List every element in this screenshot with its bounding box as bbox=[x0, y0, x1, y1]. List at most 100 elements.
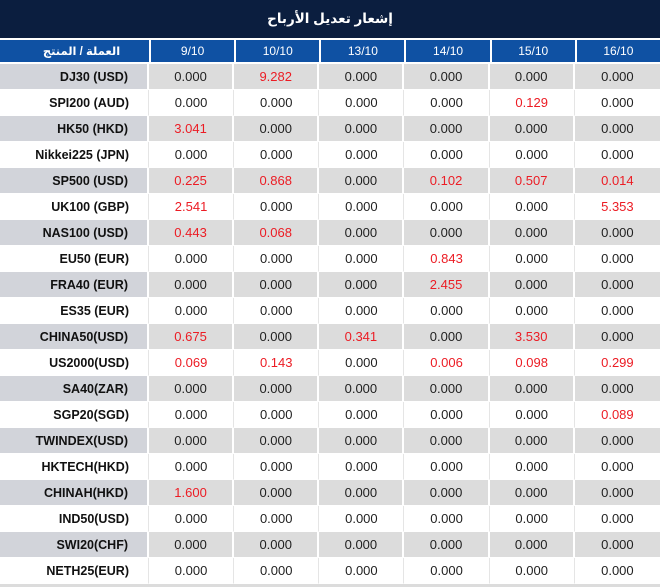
table-row: SWI20(CHF) 0.000 0.000 0.000 0.000 0.000 0.000 bbox=[0, 532, 660, 558]
table-header-row: العملة / المنتج 9/10 10/10 13/10 14/10 15/10… bbox=[0, 40, 660, 64]
adjustment-value: 0.868 bbox=[234, 168, 320, 194]
adjustment-value: 0.000 bbox=[149, 272, 235, 298]
adjustment-value: 0.000 bbox=[404, 90, 490, 116]
adjustment-value: 0.341 bbox=[319, 324, 405, 350]
adjustment-value: 0.089 bbox=[574, 402, 660, 428]
adjustment-value: 0.000 bbox=[149, 376, 235, 402]
adjustment-value: 0.000 bbox=[319, 272, 405, 298]
adjustment-value: 1.600 bbox=[149, 480, 235, 506]
adjustment-value: 0.000 bbox=[149, 246, 235, 272]
adjustment-value: 0.143 bbox=[234, 350, 320, 376]
adjustment-value: 0.000 bbox=[234, 532, 320, 558]
adjustment-value: 0.000 bbox=[489, 532, 575, 558]
table-row: US2000(USD) 0.069 0.143 0.000 0.006 0.098 0.29… bbox=[0, 350, 660, 376]
adjustment-value: 0.000 bbox=[574, 64, 660, 90]
adjustment-value: 2.541 bbox=[149, 194, 235, 220]
instrument-label: FRA40 (EUR) bbox=[0, 272, 149, 298]
column-header-date: 15/10 bbox=[489, 40, 575, 64]
adjustment-value: 0.000 bbox=[574, 142, 660, 168]
column-header-date: 10/10 bbox=[234, 40, 320, 64]
adjustment-value: 0.000 bbox=[489, 116, 575, 142]
instrument-label: CHINA50(USD) bbox=[0, 324, 149, 350]
adjustment-value: 0.000 bbox=[404, 220, 490, 246]
adjustment-value: 5.353 bbox=[574, 194, 660, 220]
adjustment-value: 0.000 bbox=[489, 194, 575, 220]
adjustment-value: 0.000 bbox=[234, 194, 320, 220]
column-header-date: 13/10 bbox=[319, 40, 405, 64]
adjustment-value: 0.000 bbox=[234, 90, 320, 116]
adjustment-value: 0.000 bbox=[319, 350, 405, 376]
adjustment-value: 0.000 bbox=[149, 90, 235, 116]
adjustment-value: 2.455 bbox=[404, 272, 490, 298]
table-row: TWINDEX(USD) 0.000 0.000 0.000 0.000 0.000 0.0… bbox=[0, 428, 660, 454]
adjustment-value: 0.000 bbox=[319, 64, 405, 90]
instrument-label: CHINAH(HKD) bbox=[0, 480, 149, 506]
adjustment-value: 0.000 bbox=[234, 558, 320, 584]
adjustment-value: 0.507 bbox=[489, 168, 575, 194]
adjustment-value: 0.000 bbox=[319, 116, 405, 142]
adjustment-value: 0.000 bbox=[234, 298, 320, 324]
adjustment-value: 0.000 bbox=[319, 532, 405, 558]
adjustment-value: 0.000 bbox=[489, 454, 575, 480]
adjustment-value: 0.000 bbox=[574, 298, 660, 324]
adjustment-value: 0.000 bbox=[234, 324, 320, 350]
instrument-label: HKTECH(HKD) bbox=[0, 454, 149, 480]
adjustment-value: 0.843 bbox=[404, 246, 490, 272]
table-row: SP500 (USD) 0.225 0.868 0.000 0.102 0.507 0.01… bbox=[0, 168, 660, 194]
adjustment-value: 0.000 bbox=[149, 558, 235, 584]
adjustment-value: 0.000 bbox=[319, 220, 405, 246]
table-row: UK100 (GBP) 2.541 0.000 0.000 0.000 0.000 5.35… bbox=[0, 194, 660, 220]
instrument-label: SPI200 (AUD) bbox=[0, 90, 149, 116]
table-row: SGP20(SGD) 0.000 0.000 0.000 0.000 0.000 0.089 bbox=[0, 402, 660, 428]
adjustment-value: 0.000 bbox=[574, 480, 660, 506]
adjustment-value: 0.006 bbox=[404, 350, 490, 376]
adjustment-value: 0.000 bbox=[574, 506, 660, 532]
adjustment-value: 0.000 bbox=[489, 480, 575, 506]
adjustment-value: 0.000 bbox=[319, 376, 405, 402]
adjustment-value: 0.000 bbox=[574, 90, 660, 116]
instrument-label: DJ30 (USD) bbox=[0, 64, 149, 90]
instrument-label: IND50(USD) bbox=[0, 506, 149, 532]
adjustment-value: 3.041 bbox=[149, 116, 235, 142]
table-row: SPI200 (AUD) 0.000 0.000 0.000 0.000 0.129 0.0… bbox=[0, 90, 660, 116]
adjustment-value: 0.000 bbox=[404, 402, 490, 428]
adjustment-value: 0.014 bbox=[574, 168, 660, 194]
adjustment-value: 0.000 bbox=[319, 90, 405, 116]
adjustment-value: 0.000 bbox=[149, 402, 235, 428]
adjustment-value: 0.000 bbox=[234, 142, 320, 168]
adjustment-value: 0.000 bbox=[574, 272, 660, 298]
table-row: FRA40 (EUR) 0.000 0.000 0.000 2.455 0.000 0.00… bbox=[0, 272, 660, 298]
adjustment-value: 0.225 bbox=[149, 168, 235, 194]
instrument-label: Nikkei225 (JPN) bbox=[0, 142, 149, 168]
column-header-product: العملة / المنتج bbox=[0, 40, 149, 64]
table-row: SA40(ZAR) 0.000 0.000 0.000 0.000 0.000 0.000 bbox=[0, 376, 660, 402]
adjustment-value: 0.000 bbox=[489, 376, 575, 402]
adjustment-value: 0.000 bbox=[404, 428, 490, 454]
column-header-date: 14/10 bbox=[404, 40, 490, 64]
adjustment-value: 0.000 bbox=[149, 506, 235, 532]
instrument-label: NAS100 (USD) bbox=[0, 220, 149, 246]
adjustment-value: 0.000 bbox=[574, 376, 660, 402]
adjustment-value: 0.000 bbox=[234, 506, 320, 532]
adjustment-value: 0.000 bbox=[489, 428, 575, 454]
adjustment-value: 0.069 bbox=[149, 350, 235, 376]
adjustment-value: 0.299 bbox=[574, 350, 660, 376]
adjustment-value: 0.000 bbox=[404, 298, 490, 324]
instrument-label: UK100 (GBP) bbox=[0, 194, 149, 220]
table-body: DJ30 (USD) 0.000 9.282 0.000 0.000 0.000 0.000… bbox=[0, 64, 660, 584]
adjustment-value: 0.000 bbox=[234, 246, 320, 272]
adjustment-value: 0.000 bbox=[489, 558, 575, 584]
adjustment-value: 0.000 bbox=[319, 298, 405, 324]
column-header-date: 16/10 bbox=[574, 40, 660, 64]
adjustment-value: 0.102 bbox=[404, 168, 490, 194]
adjustment-value: 0.000 bbox=[234, 454, 320, 480]
instrument-label: US2000(USD) bbox=[0, 350, 149, 376]
adjustment-value: 0.000 bbox=[574, 428, 660, 454]
adjustment-value: 0.000 bbox=[319, 506, 405, 532]
adjustment-value: 0.000 bbox=[319, 480, 405, 506]
adjustment-value: 9.282 bbox=[234, 64, 320, 90]
adjustment-value: 0.000 bbox=[234, 116, 320, 142]
adjustment-value: 0.000 bbox=[404, 454, 490, 480]
table-bottom-strip bbox=[0, 584, 660, 587]
